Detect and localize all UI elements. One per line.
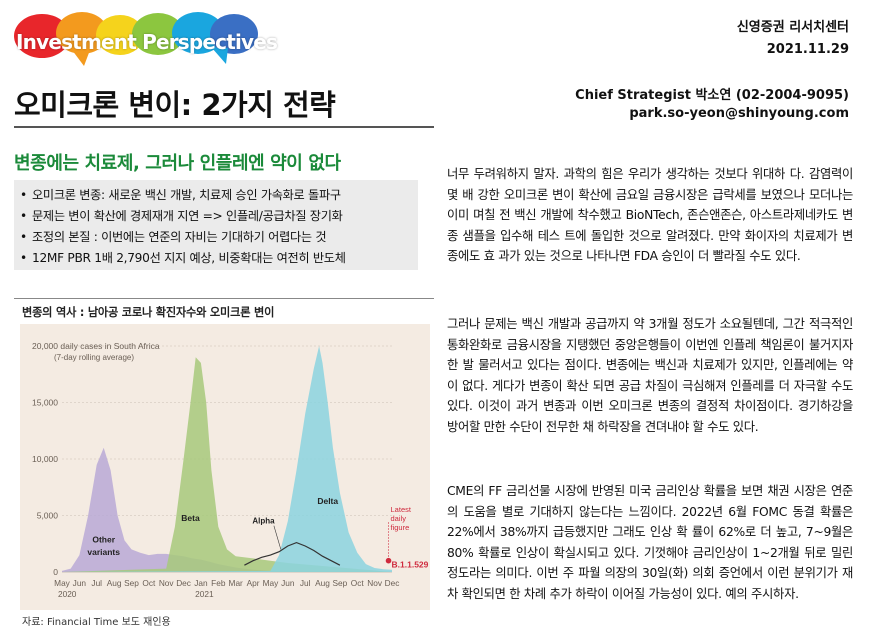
author-email[interactable]: park.so-yeon@shinyoung.com: [629, 106, 849, 121]
x-tick-label: May: [263, 578, 280, 588]
x-tick-label: Feb: [211, 578, 226, 588]
y-tick-label: 0: [53, 567, 58, 577]
chart-caption: 변종의 역사 : 남아공 코로나 확진자수와 오미크론 변이: [22, 306, 275, 319]
report-date: 2021.11.29: [766, 42, 849, 57]
x-tick-label: Apr: [247, 578, 260, 588]
x-year-label: 2020: [58, 589, 77, 599]
bullet-dot-icon: •: [20, 209, 27, 223]
series-label: Other: [92, 535, 115, 545]
x-year-label: 2021: [195, 589, 214, 599]
chart-title: 20,000 daily cases in South Africa: [32, 341, 160, 351]
series-area-other-variants: [62, 447, 392, 572]
chart-svg: 0 5,000 10,000 15,000 20,000 daily cases in …: [32, 341, 429, 599]
title-divider: [14, 126, 434, 128]
x-tick-label: Dec: [385, 578, 400, 588]
key-point: • 오미크론 변종: 새로운 백신 개발, 치료제 승인 가속화로 돌파구: [20, 185, 412, 206]
page-title: 오미크론 변이: 2가지 전략: [14, 88, 336, 122]
bullet-dot-icon: •: [20, 230, 27, 244]
series-label: Beta: [181, 513, 200, 523]
logo: Investment Perspectives: [12, 8, 278, 70]
x-tick-label: Aug: [315, 578, 330, 588]
x-tick-label: Jun: [73, 578, 87, 588]
x-tick-label: Jul: [91, 578, 102, 588]
section-subtitle: 변종에는 치료제, 그러나 인플레엔 약이 없다: [14, 153, 341, 174]
annotation-label: Latest: [391, 505, 412, 514]
key-points-box: • 오미크론 변종: 새로운 백신 개발, 치료제 승인 가속화로 돌파구 • 문제…: [14, 180, 418, 270]
key-point: • 문제는 변이 확산에 경제재개 지연 => 인플레/공급차질 장기화: [20, 206, 412, 227]
x-tick-label: Aug: [107, 578, 122, 588]
x-tick-label: Nov: [367, 578, 383, 588]
key-point: • 12MF PBR 1배 2,790선 지지 예상, 비중확대는 여전히 반도체: [20, 248, 412, 269]
y-tick-label: 5,000: [37, 511, 59, 521]
speech-bubbles-logo-graphic: [14, 12, 258, 66]
x-tick-label: Oct: [142, 578, 156, 588]
author-line: Chief Strategist 박소연 (02-2004-9095): [575, 88, 849, 103]
latest-figure-dot: [385, 557, 392, 564]
annotation-label: figure: [391, 523, 410, 532]
x-tick-label: Sep: [333, 578, 348, 588]
y-tick-label: 10,000: [32, 454, 58, 464]
covid-cases-chart: 0 5,000 10,000 15,000 20,000 daily cases in …: [20, 324, 430, 610]
x-tick-label: May: [54, 578, 71, 588]
x-tick-label: Oct: [351, 578, 365, 588]
x-tick-label: Dec: [176, 578, 191, 588]
y-tick-label: 15,000: [32, 398, 58, 408]
series-line-alpha: [244, 541, 341, 566]
logo-text: Investment Perspectives: [16, 30, 278, 54]
x-tick-label: Mar: [229, 578, 244, 588]
omicron-label: B.1.1.529: [392, 560, 429, 570]
bullet-dot-icon: •: [20, 251, 27, 265]
x-tick-label: Sep: [124, 578, 139, 588]
x-tick-label: Jan: [194, 578, 208, 588]
annotation-label: daily: [391, 514, 407, 523]
series-label: variants: [87, 547, 120, 557]
series-label: Delta: [317, 496, 338, 506]
chart-subtitle: (7-day rolling average): [54, 353, 134, 362]
body-paragraph: 너무 두려워하지 말자. 과학의 힘은 우리가 생각하는 것보다 위대하 다. …: [447, 167, 854, 263]
x-tick-label: Jun: [281, 578, 295, 588]
body-paragraph: CME의 FF 금리선물 시장에 반영된 미국 금리인상 확률을 보면 채권 시…: [447, 484, 854, 601]
x-tick-label: Jul: [300, 578, 311, 588]
chart-source: 자료: Financial Time 보도 재인용: [22, 617, 171, 628]
alpha-pointer: [273, 525, 282, 550]
chart-divider: [14, 298, 434, 299]
series-label: Alpha: [252, 516, 275, 525]
body-paragraph: 그러나 문제는 백신 개발과 공급까지 약 3개월 정도가 소요될텐데, 그간 …: [447, 317, 853, 434]
key-point: • 조정의 본질 : 이번에는 연준의 자비는 기대하기 어렵다는 것: [20, 227, 412, 248]
series-area-delta: [62, 346, 392, 572]
x-tick-label: Nov: [159, 578, 175, 588]
bullet-dot-icon: •: [20, 188, 27, 202]
company-name: 신영증권 리서치센터: [736, 20, 849, 35]
